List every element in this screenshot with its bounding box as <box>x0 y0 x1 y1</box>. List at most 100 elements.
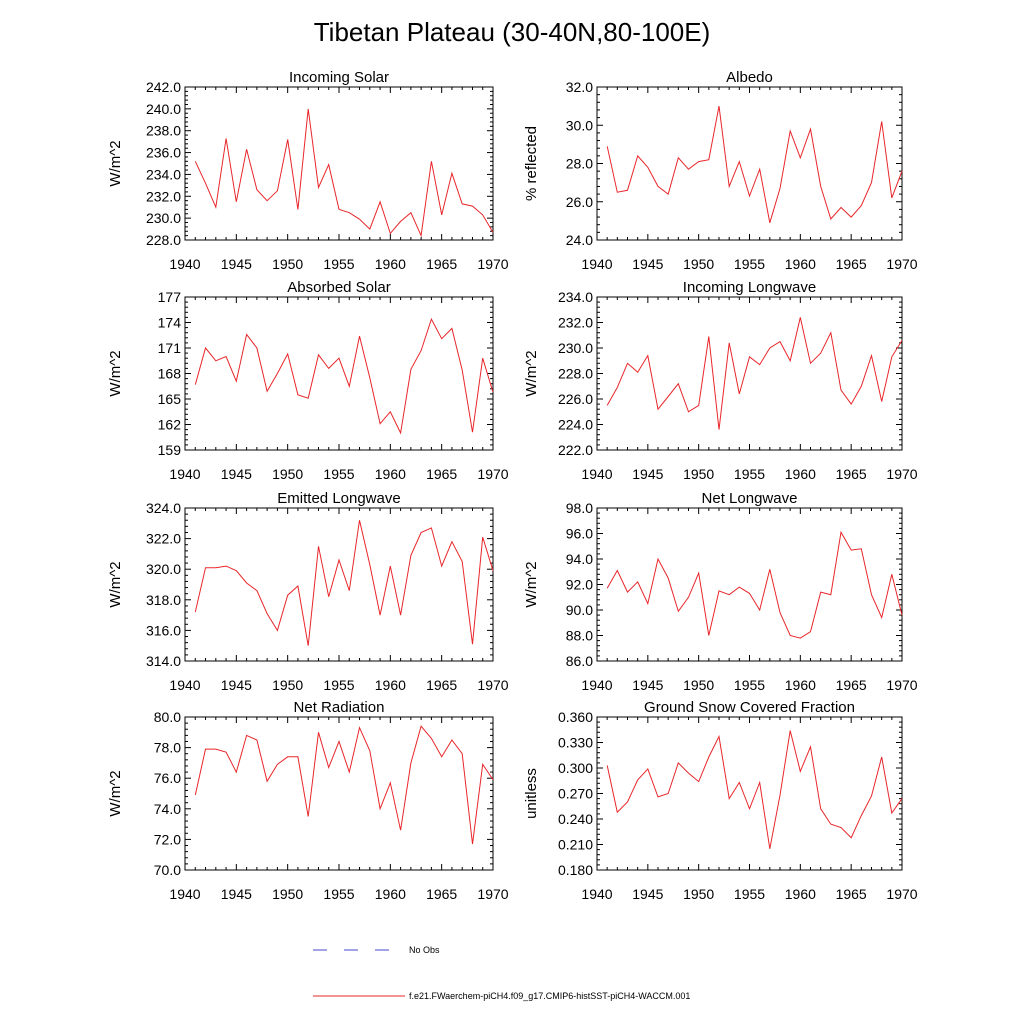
y-tick-label: 232.0 <box>558 315 593 331</box>
x-tick-label: 1945 <box>632 677 663 693</box>
y-axis-label: W/m^2 <box>523 350 540 396</box>
series-line <box>606 730 903 849</box>
y-axis-label: W/m^2 <box>107 350 124 396</box>
x-tick-label: 1945 <box>632 886 663 902</box>
x-tick-label: 1965 <box>426 677 457 693</box>
y-tick-label: 96.0 <box>566 526 593 542</box>
series-line <box>606 317 903 430</box>
legend-no-obs-label: No Obs <box>409 945 440 955</box>
series-line <box>194 725 494 845</box>
x-tick-label: 1940 <box>169 466 200 482</box>
y-tick-label: 222.0 <box>558 442 593 458</box>
x-tick-label: 1945 <box>221 886 252 902</box>
x-tick-label: 1945 <box>221 256 252 272</box>
panel-3: Incoming Longwave W/m^2 1940 1945 1950 1955 19… <box>523 279 918 482</box>
x-tick-label: 1955 <box>734 886 765 902</box>
y-tick-label: 90.0 <box>566 602 593 618</box>
panel-1: Albedo % reflected 1940 1945 1950 1955 1960 196… <box>523 69 918 272</box>
x-tick-label: 1950 <box>272 886 303 902</box>
x-tick-label: 1955 <box>323 677 354 693</box>
series-line <box>194 108 494 238</box>
x-tick-label: 1950 <box>683 677 714 693</box>
y-tick-label: 320.0 <box>146 561 181 577</box>
plot-frame <box>596 716 903 871</box>
y-tick-label: 74.0 <box>154 801 181 817</box>
y-tick-label: 177 <box>158 289 182 305</box>
y-tick-label: 0.300 <box>558 760 593 776</box>
x-tick-label: 1970 <box>886 677 917 693</box>
plot-frame <box>596 296 903 451</box>
y-tick-label: 94.0 <box>566 551 593 567</box>
y-tick-label: 0.240 <box>558 811 593 827</box>
series-line <box>194 317 494 435</box>
y-tick-label: 168 <box>158 366 182 382</box>
y-axis-label: unitless <box>523 768 540 819</box>
x-tick-label: 1955 <box>323 466 354 482</box>
figure-title: Tibetan Plateau (30-40N,80-100E) <box>314 17 711 47</box>
x-tick-label: 1970 <box>477 466 508 482</box>
y-tick-label: 0.210 <box>558 837 593 853</box>
y-tick-label: 0.330 <box>558 735 593 751</box>
y-tick-label: 28.0 <box>566 156 593 172</box>
y-tick-label: 76.0 <box>154 770 181 786</box>
y-tick-label: 174 <box>158 315 182 331</box>
x-tick-label: 1955 <box>323 886 354 902</box>
x-tick-label: 1960 <box>375 256 406 272</box>
y-tick-label: 26.0 <box>566 194 593 210</box>
x-tick-label: 1950 <box>683 256 714 272</box>
panel-title: Net Radiation <box>294 699 385 716</box>
x-tick-label: 1945 <box>221 466 252 482</box>
y-tick-label: 322.0 <box>146 531 181 547</box>
x-tick-label: 1960 <box>375 466 406 482</box>
x-tick-label: 1970 <box>477 886 508 902</box>
y-tick-label: 236.0 <box>146 145 181 161</box>
y-tick-label: 0.180 <box>558 862 593 878</box>
x-tick-label: 1950 <box>272 677 303 693</box>
y-tick-label: 92.0 <box>566 577 593 593</box>
panel-6: Net Radiation W/m^2 1940 1945 1950 1955 1960 19… <box>107 699 509 902</box>
y-tick-label: 86.0 <box>566 653 593 669</box>
y-tick-label: 230.0 <box>558 340 593 356</box>
x-tick-label: 1940 <box>581 677 612 693</box>
x-tick-label: 1940 <box>169 677 200 693</box>
y-tick-label: 228.0 <box>558 366 593 382</box>
y-tick-label: 230.0 <box>146 210 181 226</box>
x-tick-label: 1960 <box>375 886 406 902</box>
plot-frame <box>596 86 903 241</box>
panel-title: Absorbed Solar <box>287 279 390 296</box>
y-tick-label: 0.270 <box>558 786 593 802</box>
panel-title: Incoming Longwave <box>683 279 816 296</box>
x-tick-label: 1960 <box>375 677 406 693</box>
y-tick-label: 238.0 <box>146 123 181 139</box>
plot-frame <box>184 86 494 241</box>
x-tick-label: 1970 <box>886 466 917 482</box>
x-tick-label: 1970 <box>477 256 508 272</box>
x-tick-label: 1950 <box>272 466 303 482</box>
x-tick-label: 1940 <box>169 256 200 272</box>
y-tick-label: 32.0 <box>566 79 593 95</box>
x-tick-label: 1955 <box>323 256 354 272</box>
y-tick-label: 165 <box>158 391 182 407</box>
y-tick-label: 224.0 <box>558 417 593 433</box>
y-axis-label: % reflected <box>523 126 540 201</box>
x-tick-label: 1950 <box>272 256 303 272</box>
y-tick-label: 226.0 <box>558 391 593 407</box>
x-tick-label: 1940 <box>169 886 200 902</box>
x-tick-label: 1945 <box>632 256 663 272</box>
panel-title: Emitted Longwave <box>277 490 400 507</box>
legend: No Obs f.e21.FWaerchem-piCH4.f09_g17.CMI… <box>313 945 690 1001</box>
y-axis-label: W/m^2 <box>523 561 540 607</box>
x-tick-label: 1955 <box>734 677 765 693</box>
x-tick-label: 1960 <box>785 256 816 272</box>
y-tick-label: 24.0 <box>566 232 593 248</box>
x-tick-label: 1945 <box>221 677 252 693</box>
y-axis-label: W/m^2 <box>107 770 124 816</box>
panel-title: Albedo <box>726 69 773 86</box>
x-tick-label: 1940 <box>581 466 612 482</box>
y-tick-label: 72.0 <box>154 831 181 847</box>
y-tick-label: 316.0 <box>146 622 181 638</box>
y-tick-label: 159 <box>158 442 182 458</box>
y-tick-label: 162 <box>158 417 182 433</box>
panel-4: Emitted Longwave W/m^2 1940 1945 1950 1955 196… <box>107 490 509 693</box>
